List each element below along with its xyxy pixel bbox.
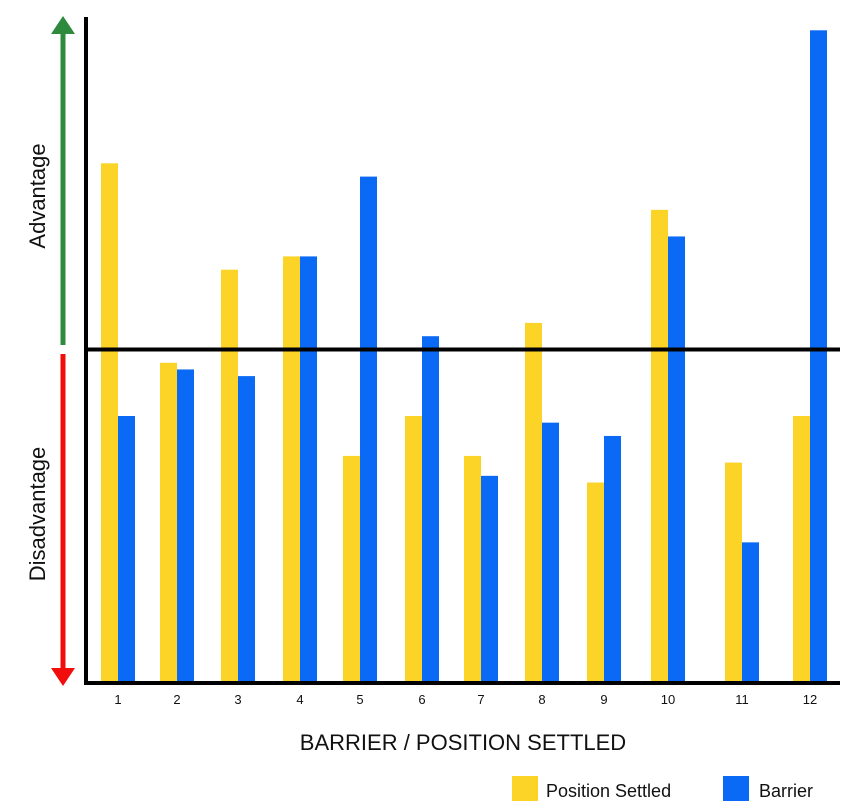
x-tick-label-9: 9 [600, 692, 607, 707]
bar-barrier-4 [300, 256, 317, 682]
disadvantage-arrow [51, 354, 75, 686]
legend-swatch-position-settled [512, 776, 538, 801]
bar-barrier-1 [118, 416, 135, 682]
bar-barrier-3 [238, 376, 255, 682]
bar-position-settled-9 [587, 482, 604, 682]
x-tick-label-12: 12 [803, 692, 817, 707]
bar-position-settled-5 [343, 455, 360, 682]
bar-barrier-7 [481, 475, 498, 682]
x-tick-labels: 1 2 3 4 5 6 7 8 9 10 11 12 [114, 692, 817, 707]
bar-position-settled-7 [464, 455, 481, 682]
legend-label-position-settled: Position Settled [546, 781, 671, 801]
bar-position-settled-10 [651, 209, 668, 682]
bar-position-settled-1 [101, 163, 118, 683]
x-tick-label-5: 5 [356, 692, 363, 707]
advantage-arrow [51, 16, 75, 345]
x-tick-label-6: 6 [418, 692, 425, 707]
x-tick-label-4: 4 [296, 692, 303, 707]
bar-position-settled-12 [793, 416, 810, 682]
legend: Position Settled Barrier [512, 776, 813, 801]
bar-barrier-11 [742, 542, 759, 682]
bar-barrier-12 [810, 30, 827, 683]
x-tick-label-10: 10 [661, 692, 675, 707]
legend-label-barrier: Barrier [759, 781, 813, 801]
bar-barrier-9 [604, 435, 621, 682]
bar-position-settled-3 [221, 269, 238, 682]
x-axis-title: BARRIER / POSITION SETTLED [300, 730, 626, 755]
x-tick-label-11: 11 [735, 692, 749, 707]
legend-swatch-barrier [723, 776, 749, 801]
bar-barrier-6 [422, 336, 439, 682]
x-tick-label-8: 8 [538, 692, 545, 707]
bar-barrier-10 [668, 236, 685, 682]
bar-position-settled-8 [525, 322, 542, 682]
x-tick-label-1: 1 [114, 692, 121, 707]
bar-barrier-5 [360, 176, 377, 682]
bar-position-settled-2 [160, 362, 177, 682]
bar-barrier-8 [542, 422, 559, 682]
bar-position-settled-6 [405, 416, 422, 682]
advantage-label: Advantage [25, 143, 50, 248]
x-tick-label-7: 7 [477, 692, 484, 707]
x-tick-label-3: 3 [234, 692, 241, 707]
bar-position-settled-11 [725, 462, 742, 682]
x-tick-label-2: 2 [173, 692, 180, 707]
bar-barrier-2 [177, 369, 194, 682]
bar-position-settled-4 [283, 256, 300, 682]
disadvantage-label: Disadvantage [25, 447, 50, 582]
bars-group [101, 30, 827, 683]
